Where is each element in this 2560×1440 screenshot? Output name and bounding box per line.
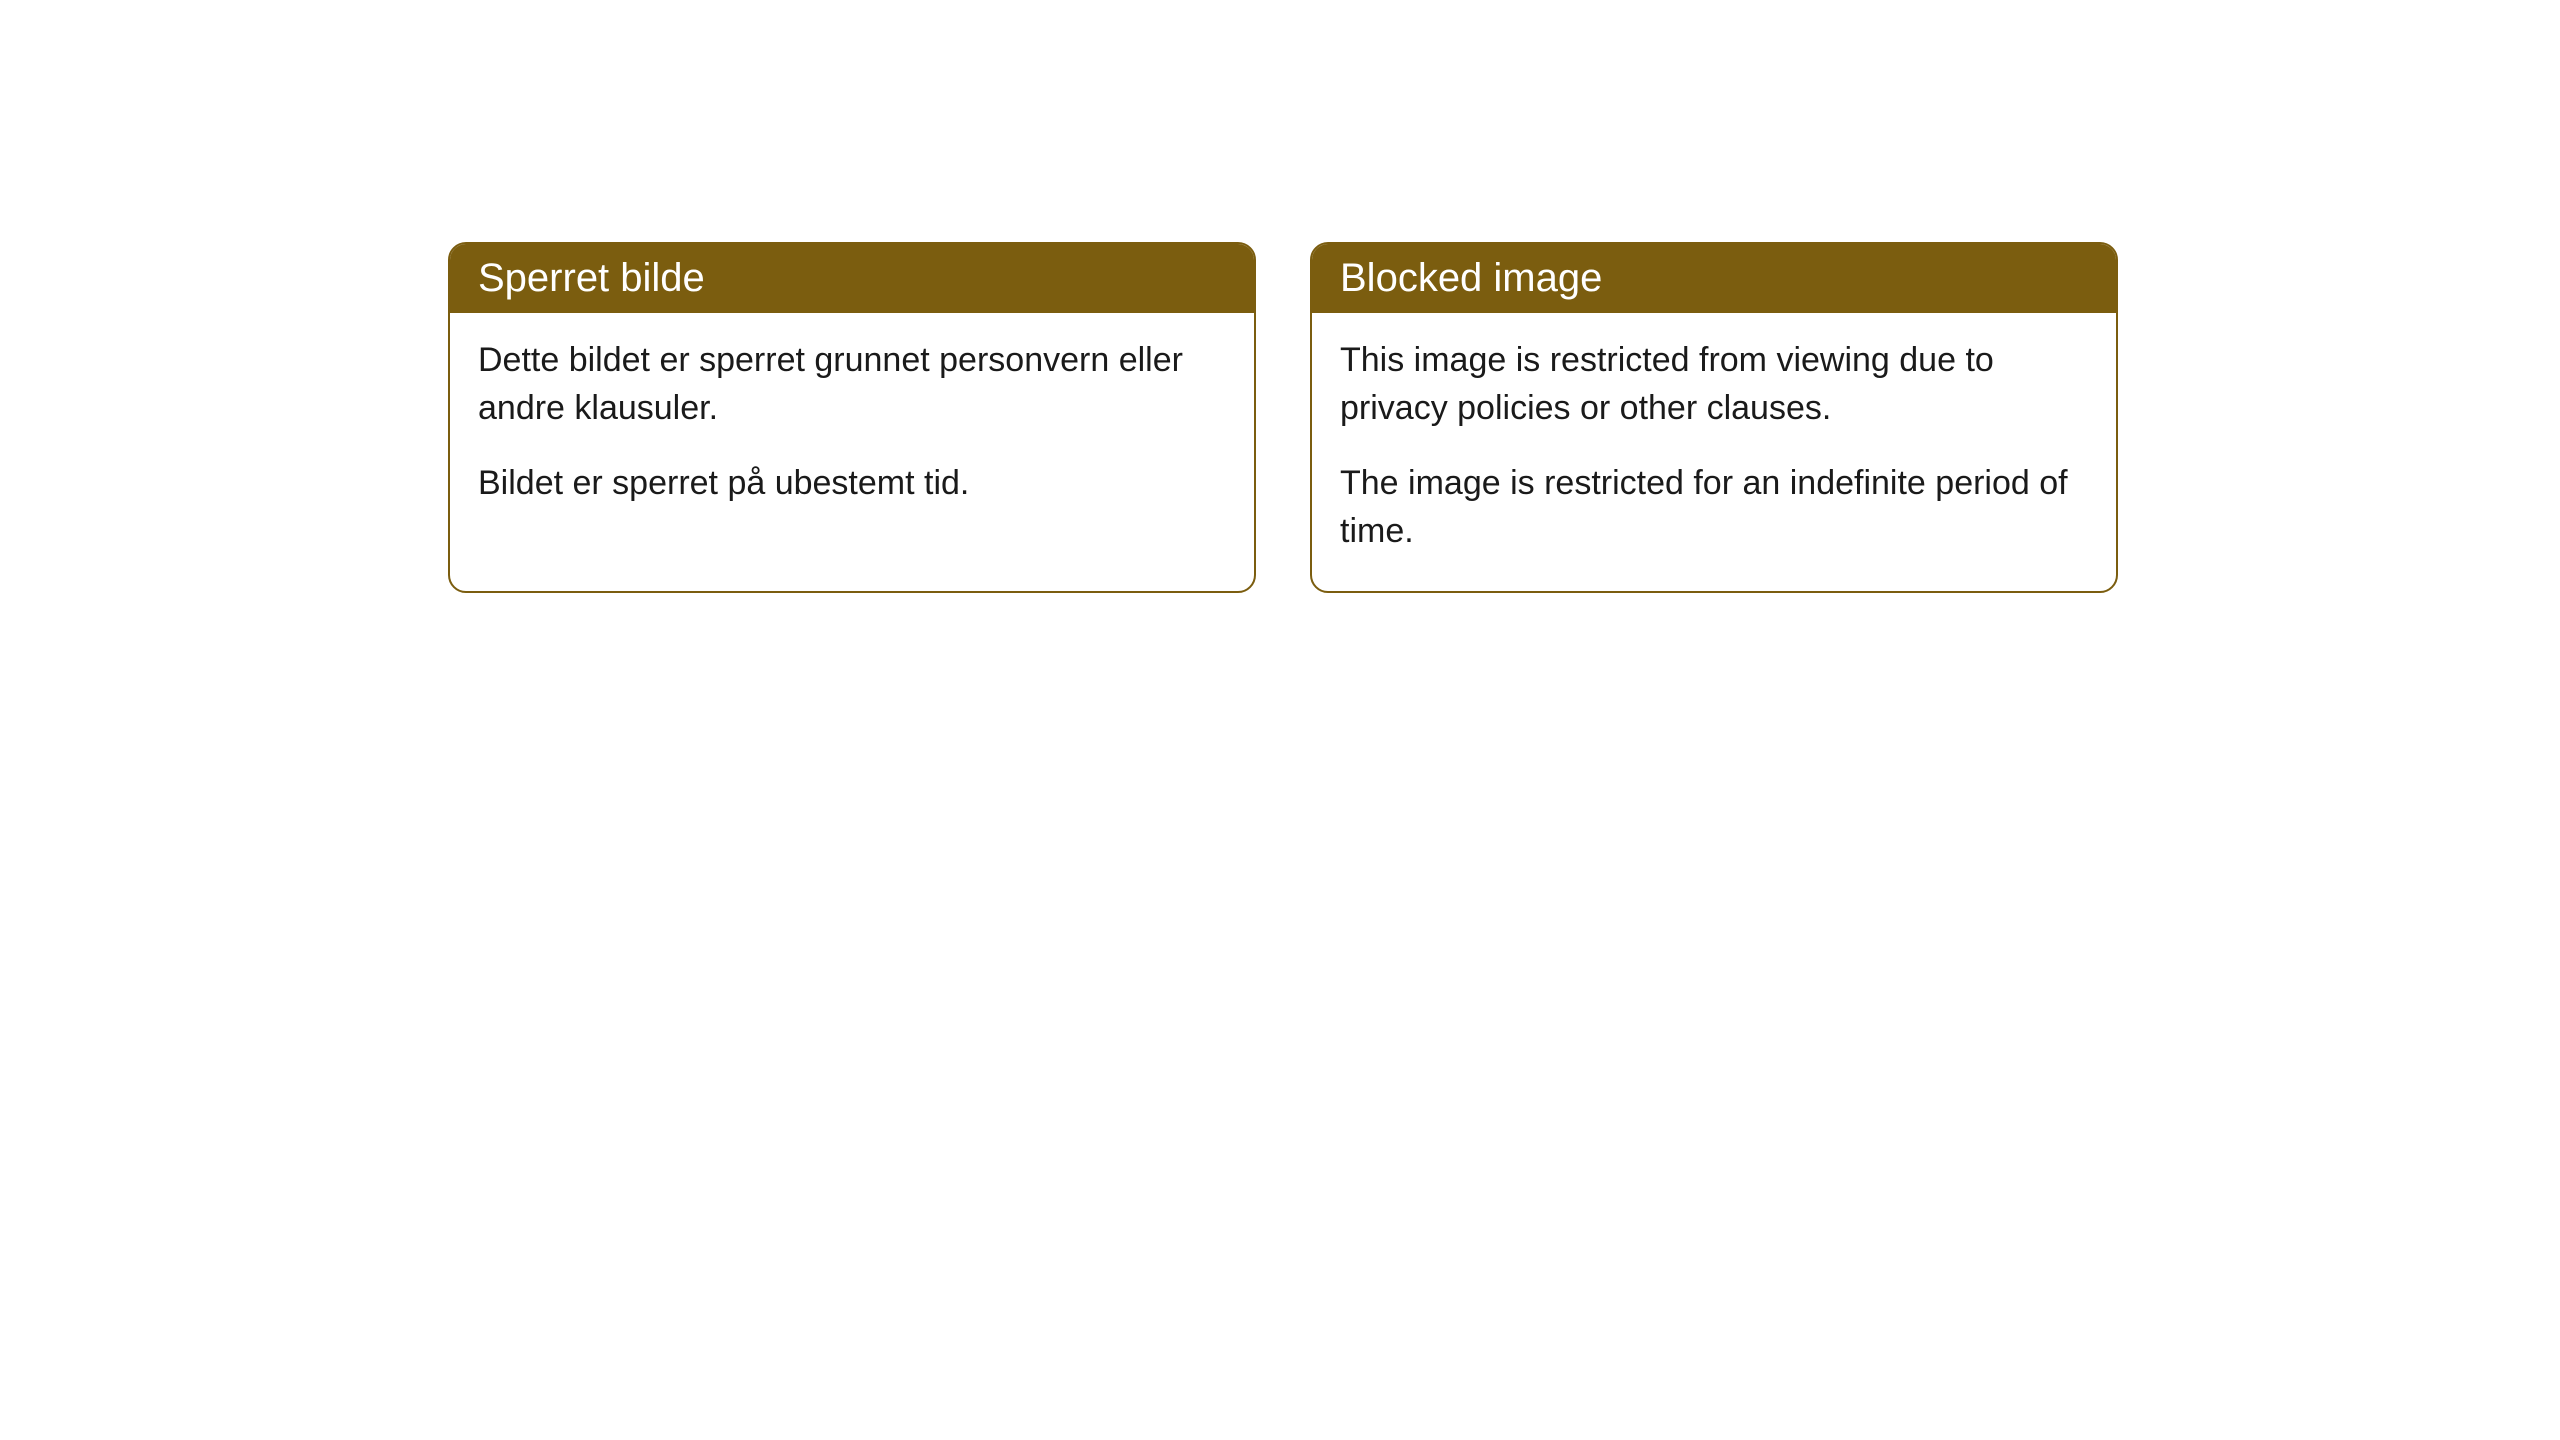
cards-container: Sperret bilde Dette bildet er sperret gr… xyxy=(448,242,2118,593)
card-body-english: This image is restricted from viewing du… xyxy=(1312,313,2116,591)
card-paragraph: Dette bildet er sperret grunnet personve… xyxy=(478,337,1226,432)
card-paragraph: Bildet er sperret på ubestemt tid. xyxy=(478,460,1226,508)
card-paragraph: The image is restricted for an indefinit… xyxy=(1340,460,2088,555)
card-header-english: Blocked image xyxy=(1312,244,2116,313)
blocked-image-card-english: Blocked image This image is restricted f… xyxy=(1310,242,2118,593)
card-title: Blocked image xyxy=(1340,256,1602,300)
card-header-norwegian: Sperret bilde xyxy=(450,244,1254,313)
card-title: Sperret bilde xyxy=(478,256,705,300)
blocked-image-card-norwegian: Sperret bilde Dette bildet er sperret gr… xyxy=(448,242,1256,593)
card-body-norwegian: Dette bildet er sperret grunnet personve… xyxy=(450,313,1254,544)
card-paragraph: This image is restricted from viewing du… xyxy=(1340,337,2088,432)
